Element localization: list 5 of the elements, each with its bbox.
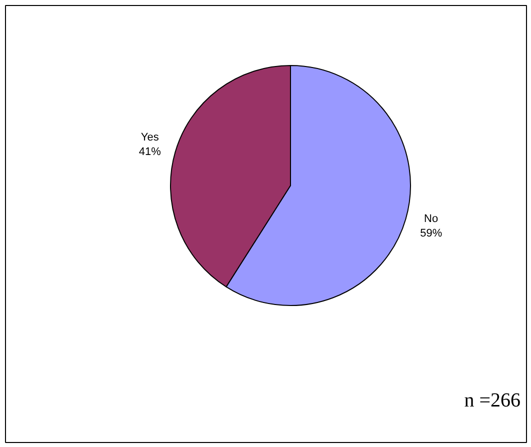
data-label: 59% xyxy=(420,228,442,240)
data-label: 41% xyxy=(138,146,162,158)
text: n =266 xyxy=(464,390,520,412)
slice-label: No xyxy=(424,213,438,226)
slice-label: Yes xyxy=(140,131,160,144)
